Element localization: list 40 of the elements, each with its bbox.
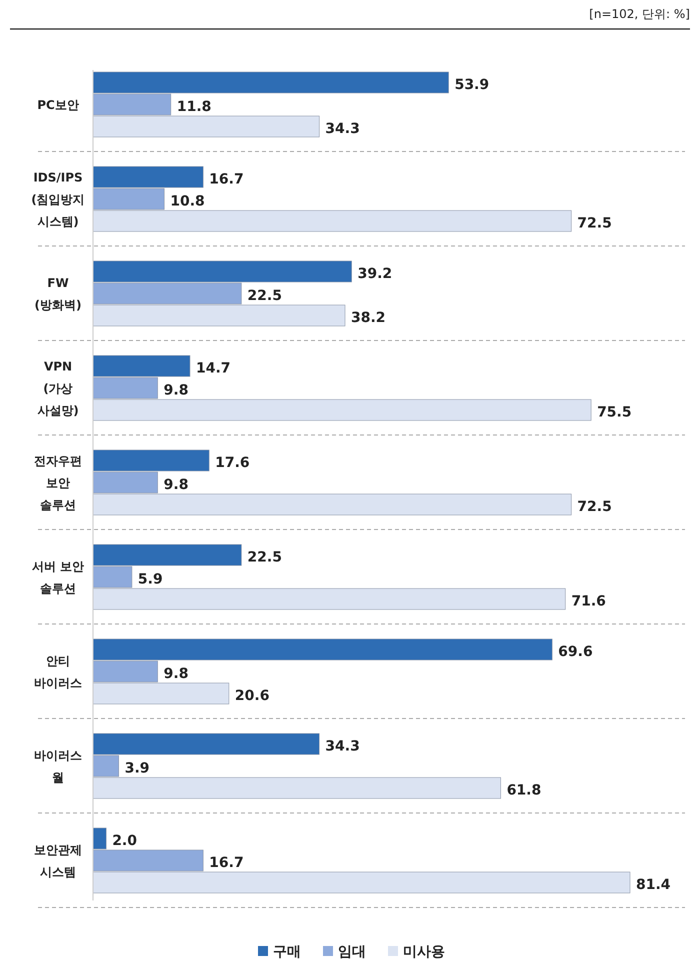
data-label: 11.8 [176, 99, 212, 115]
data-label: 53.9 [454, 77, 490, 93]
data-label: 34.3 [325, 121, 360, 137]
y-tick-label: FW (방화벽) [34, 276, 82, 312]
data-label: 39.2 [358, 266, 392, 282]
data-label: 9.8 [164, 382, 188, 398]
y-tick-label: 바이러스 월 [34, 748, 82, 784]
legend-label: 구매 [273, 944, 301, 960]
data-label: 16.7 [209, 855, 244, 871]
data-label: 75.5 [597, 404, 632, 420]
data-label: 17.6 [215, 455, 250, 471]
data-label: 16.7 [209, 172, 244, 188]
data-label: 81.4 [636, 877, 671, 893]
y-tick-label: 보안관제 시스템 [34, 843, 82, 879]
y-tick-label: 안티 바이러스 [34, 654, 82, 690]
y-tick-label: 전자우편 보안 솔루션 [34, 454, 82, 512]
data-label: 9.8 [164, 666, 188, 682]
text: [n=102, 단위: %] [589, 7, 690, 21]
legend-label: 미사용 [403, 944, 445, 960]
y-tick-label: VPN (가상 사설망) [37, 360, 79, 418]
data-label: 69.6 [558, 644, 593, 660]
data-label: 20.6 [234, 688, 270, 704]
data-label: 9.8 [164, 477, 188, 493]
data-label: 3.9 [124, 760, 150, 776]
y-tick-label: IDS/IPS (침입방지 시스템) [31, 170, 85, 228]
data-label: 72.5 [577, 499, 612, 515]
data-label: 61.8 [506, 782, 542, 798]
data-label: 22.5 [247, 288, 282, 304]
y-tick-label: 서버 보안 솔루션 [32, 560, 84, 596]
data-label: 22.5 [247, 550, 282, 566]
data-label: 38.2 [351, 310, 386, 326]
y-tick-label: PC보안 [37, 98, 79, 112]
legend-label: 임대 [338, 944, 366, 960]
data-label: 10.8 [170, 194, 205, 210]
data-label: 2.0 [112, 833, 138, 849]
data-label: 5.9 [138, 572, 163, 588]
data-label: 34.3 [325, 738, 360, 754]
data-label: 72.5 [577, 216, 612, 232]
data-label: 71.6 [571, 594, 606, 610]
data-label: 14.7 [196, 360, 231, 376]
